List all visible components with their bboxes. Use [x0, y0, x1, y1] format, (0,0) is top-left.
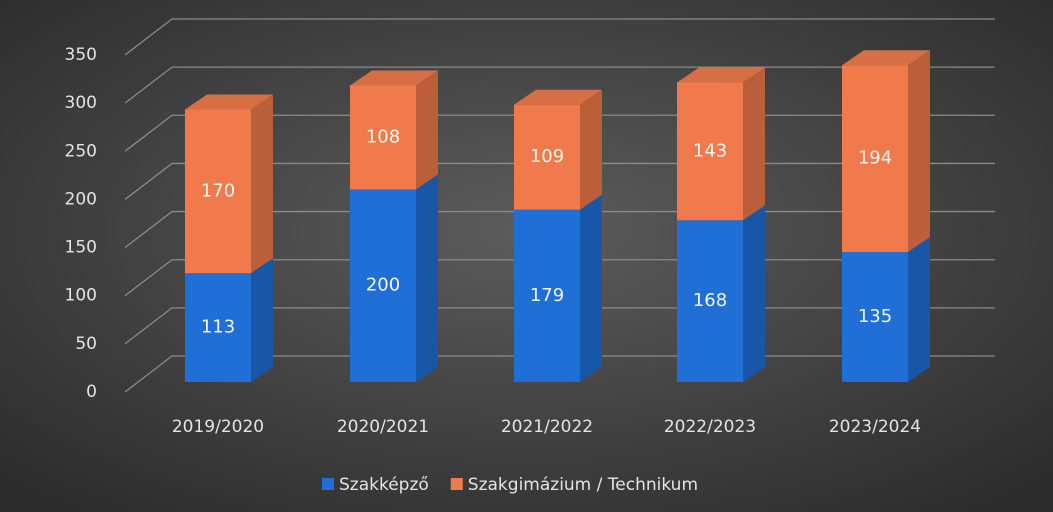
- bar-side: [580, 194, 602, 382]
- data-label: 200: [366, 275, 400, 296]
- y-tick-label: 0: [86, 382, 97, 402]
- y-tick-label: 150: [65, 238, 97, 258]
- bar-top: [350, 70, 438, 86]
- bar-side: [908, 50, 930, 253]
- grid-line: [124, 66, 995, 104]
- x-tick-label: 2019/2020: [172, 417, 264, 437]
- y-tick-label: 300: [65, 93, 97, 113]
- data-label: 135: [858, 306, 892, 327]
- data-label: 113: [201, 317, 235, 338]
- bar-side: [743, 205, 765, 382]
- y-tick-label: 50: [75, 334, 97, 354]
- data-label: 179: [530, 285, 564, 306]
- bar-top: [842, 50, 930, 66]
- y-tick-label: 350: [65, 45, 97, 65]
- bar-side: [416, 70, 438, 190]
- grid-line: [124, 18, 995, 56]
- bar-side: [251, 94, 273, 274]
- data-label: 108: [366, 126, 400, 147]
- data-label: 109: [530, 146, 564, 167]
- legend-swatch: [450, 478, 463, 490]
- bar: [677, 82, 743, 221]
- x-tick-label: 2023/2024: [829, 417, 921, 437]
- bar-top: [185, 94, 273, 110]
- bar: [350, 85, 416, 190]
- x-tick-label: 2022/2023: [664, 417, 756, 437]
- bar: [185, 273, 251, 382]
- bar: [514, 104, 580, 210]
- y-tick-label: 100: [65, 286, 97, 306]
- data-label: 194: [858, 148, 892, 169]
- bar-side: [743, 67, 765, 221]
- bar-side: [580, 89, 602, 210]
- legend-swatch: [322, 478, 334, 490]
- bar: [350, 189, 416, 382]
- data-label: 143: [693, 140, 727, 161]
- legend-label: Szakképző: [339, 475, 429, 495]
- bar: [514, 209, 580, 382]
- bar: [842, 65, 908, 253]
- y-tick-label: 250: [65, 141, 97, 161]
- legend-label: Szakgimázium / Technikum: [468, 475, 698, 495]
- bar-top: [514, 89, 602, 105]
- bar-side: [908, 237, 930, 382]
- bar: [677, 220, 743, 382]
- y-tick-label: 200: [65, 189, 97, 209]
- bar-side: [416, 174, 438, 382]
- data-label: 168: [693, 290, 727, 311]
- bar-side: [251, 258, 273, 382]
- x-tick-label: 2020/2021: [337, 417, 429, 437]
- bar-top: [677, 67, 765, 83]
- data-label: 170: [201, 180, 235, 201]
- bar: [185, 109, 251, 274]
- x-tick-label: 2021/2022: [501, 417, 593, 437]
- bar: [842, 252, 908, 382]
